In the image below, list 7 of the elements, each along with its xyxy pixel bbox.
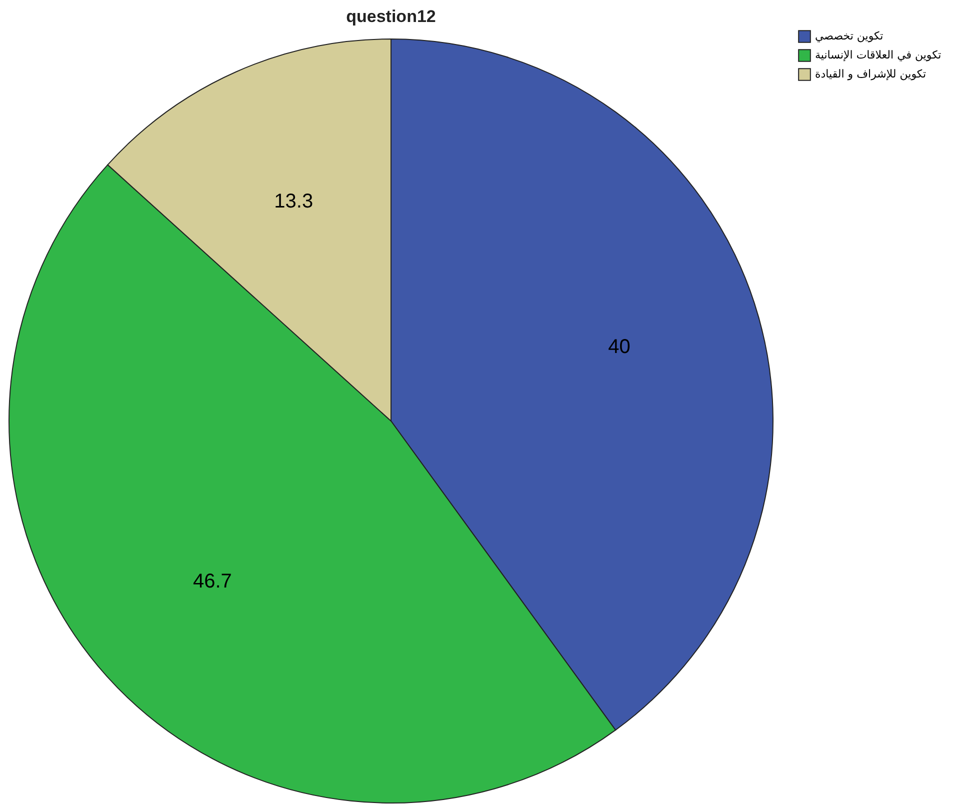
chart-title: question12: [346, 7, 436, 26]
data-label: 46.7: [193, 570, 232, 592]
legend-label: تكوين للإشراف و القيادة: [815, 68, 926, 80]
legend-label: تكوين في العلاقات الإنسانية: [815, 48, 942, 62]
legend-label: تكوين تخصصي: [815, 30, 884, 42]
data-label: 13.3: [274, 190, 314, 213]
data-label: 40: [608, 336, 630, 358]
